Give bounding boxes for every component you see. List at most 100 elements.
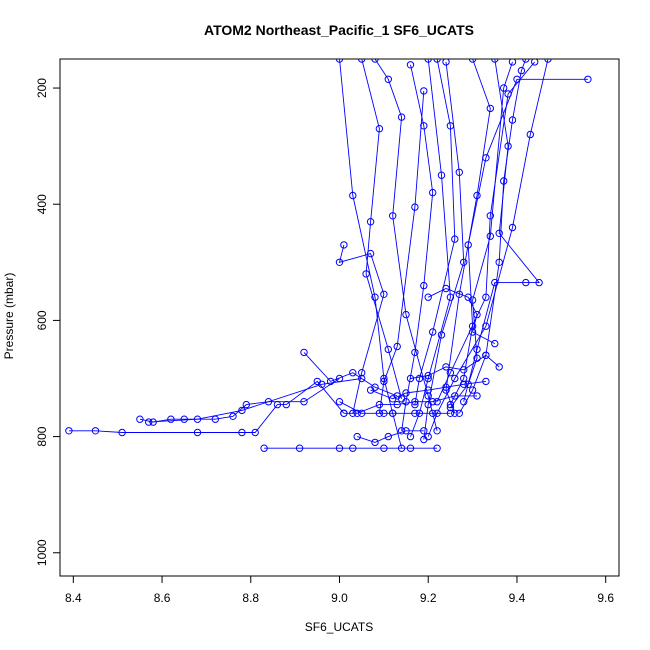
data-point-marker [535,278,543,287]
data-point-marker [455,409,463,417]
data-point-marker [486,104,494,113]
data-point-marker [180,415,188,423]
series-line [414,59,456,405]
data-point-marker [340,241,348,249]
plot-area-frame [59,58,620,577]
data-point-marker [384,345,392,354]
data-point-marker [242,400,251,409]
data-point-marker [451,392,459,400]
data-point-marker [406,432,415,441]
data-point-marker [358,369,366,377]
series-profile [335,241,388,417]
data-point-marker [482,351,490,359]
data-point-marker [442,383,450,391]
data-point-marker [366,249,375,258]
data-point-marker [389,409,397,417]
data-point-marker [455,168,463,177]
data-point-marker [433,444,441,452]
data-point-marker [486,232,494,240]
series-profile [446,75,592,409]
data-point-marker [238,428,246,437]
data-point-marker [442,59,450,66]
data-point-marker [473,392,481,400]
series-line [357,430,424,443]
data-point-marker [437,171,446,179]
x-tick-label: 9.0 [331,591,348,605]
data-point-marker [460,374,468,383]
data-point-marker [65,427,73,435]
x-axis-label: SF6_UCATS [305,620,373,634]
data-point-marker [460,380,468,388]
data-point-marker [411,409,419,417]
data-point-marker [353,432,361,441]
data-point-marker [366,386,375,394]
data-point-marker [486,212,494,220]
data-point-marker [433,59,441,63]
data-point-marker [468,322,477,330]
data-point-marker [420,281,428,290]
data-point-marker [251,428,259,437]
data-point-marker [500,84,508,92]
x-tick-label: 8.4 [65,591,82,605]
x-tick-label: 8.6 [154,591,171,605]
y-tick-label: 400 [35,194,49,214]
series-line [343,395,477,414]
data-point-marker [358,374,366,383]
data-point-marker [424,293,432,301]
data-point-marker [91,427,100,435]
series-profile [136,374,344,426]
series-profile [358,59,406,403]
data-point-marker [491,278,499,287]
data-point-marker [300,348,308,357]
data-point-marker [508,116,517,124]
data-point-marker [411,203,419,211]
series-line [148,378,362,423]
data-point-marker [491,339,499,348]
data-point-marker [491,59,499,63]
series-profile [375,87,428,417]
series-profile [335,398,455,417]
data-point-marker [380,409,388,417]
data-point-marker [504,90,512,98]
data-point-marker [193,415,202,423]
data-point-marker [424,392,432,400]
data-point-marker [371,293,379,301]
series-line [303,352,398,397]
data-point-marker [167,415,175,423]
data-point-marker [522,278,530,287]
data-point-marker [402,427,410,435]
data-point-marker [340,409,348,417]
data-point-marker [522,59,530,63]
data-point-marker [424,59,432,63]
data-point-marker [451,235,459,243]
data-point-marker [411,398,419,406]
data-point-marker [380,444,388,452]
data-point-marker [264,398,273,406]
data-point-marker [384,432,392,441]
data-point-marker [437,331,446,339]
data-point-marker [335,258,344,266]
data-point-marker [482,322,490,330]
series-profile [340,392,481,417]
data-point-marker [380,290,388,298]
data-point-marker [318,380,326,388]
data-point-marker [424,371,432,380]
data-point-marker [460,366,468,374]
x-tick-label: 9.4 [509,591,526,605]
data-point-marker [517,66,526,75]
data-point-marker [238,406,246,415]
data-point-marker [260,444,268,452]
x-tick-label: 9.6 [597,591,614,605]
series-line [423,61,465,440]
data-point-marker [389,395,397,403]
data-point-marker [495,229,503,238]
x-tick-label: 9.2 [420,591,437,605]
data-point-marker [362,270,370,278]
data-point-marker [335,444,344,452]
series-profile [460,59,543,406]
data-point-marker [473,310,481,319]
data-point-marker [429,188,437,197]
data-point-marker [460,258,468,266]
